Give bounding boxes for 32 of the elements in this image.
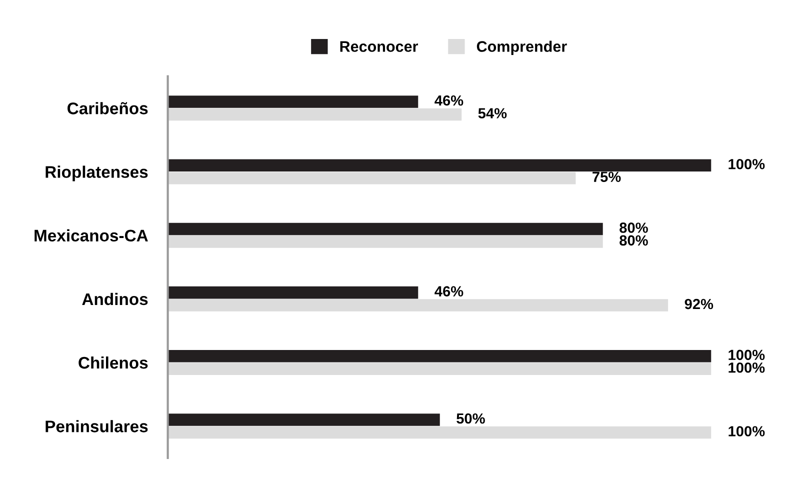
y-tick-label: Rioplatenses [46, 166, 148, 182]
data-label: 50% [456, 413, 485, 424]
y-tick-label: Peninsulares [46, 420, 148, 432]
y-tick-label: Mexicanos-CA [34, 229, 148, 242]
y-tick-label: Chilenos [78, 356, 148, 369]
bar [168, 222, 603, 236]
bar [168, 96, 418, 108]
bar [168, 236, 603, 248]
data-label: 75% [592, 172, 621, 182]
data-label: 100% [728, 426, 765, 436]
data-label: 100% [728, 362, 765, 373]
data-label: 100% [728, 350, 765, 360]
data-label: 54% [478, 108, 507, 118]
legend-label: Reconocer [340, 41, 418, 52]
data-label: 80% [620, 222, 648, 233]
bar [168, 362, 712, 376]
bar [168, 426, 712, 439]
data-label: 46% [434, 286, 464, 296]
bar [168, 159, 712, 172]
data-label: 80% [620, 235, 648, 246]
bar [168, 414, 440, 426]
legend-label: Comprender [476, 40, 567, 55]
bar [168, 172, 576, 184]
bar [168, 286, 418, 299]
bar [168, 108, 462, 121]
data-label: 100% [728, 158, 765, 170]
y-tick-label: Andinos [82, 292, 148, 306]
data-label: 92% [684, 298, 714, 310]
y-tick-label: Caribeños [68, 102, 148, 114]
bar [168, 350, 712, 362]
data-label: 46% [434, 95, 464, 106]
bar [168, 299, 668, 312]
